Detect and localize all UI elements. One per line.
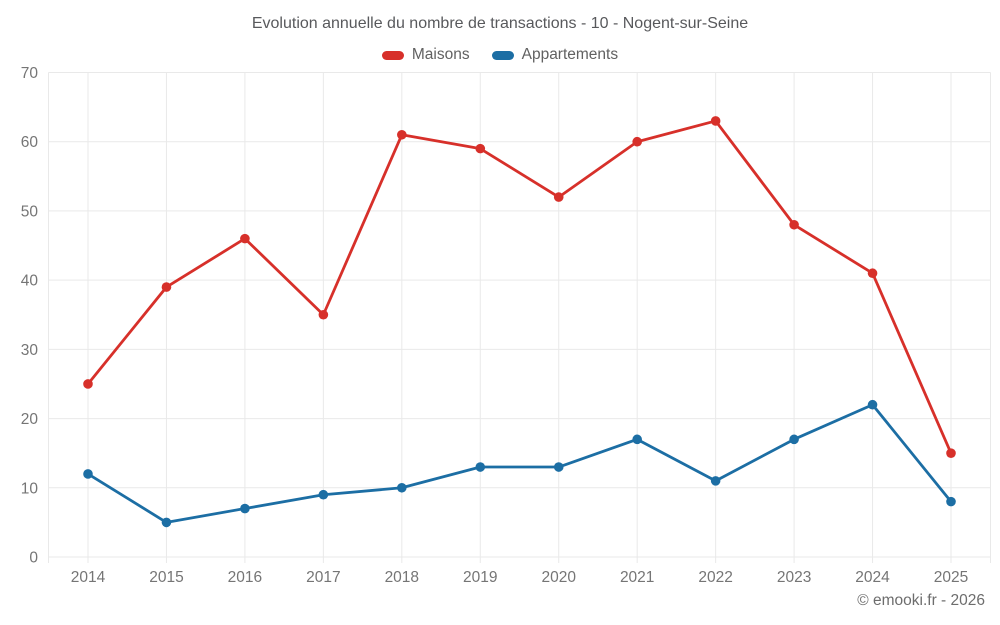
chart-legend: Maisons Appartements: [0, 46, 1000, 64]
maisons-series-marker-icon: [381, 50, 404, 60]
y-axis-tick-label: 10: [21, 480, 39, 497]
x-axis-tick-label: 2023: [777, 569, 811, 586]
x-axis-tick-label: 2017: [306, 569, 340, 586]
legend-item-appartements[interactable]: Appartements: [491, 46, 619, 64]
x-axis-tick-label: 2024: [855, 569, 890, 586]
y-axis-tick-label: 20: [21, 411, 39, 428]
x-axis-tick-label: 2019: [463, 569, 497, 586]
x-axis-tick-label: 2018: [385, 569, 419, 586]
y-axis-tick-label: 50: [21, 203, 39, 220]
legend-label-appartements: Appartements: [521, 46, 619, 63]
x-axis-tick-label: 2015: [149, 569, 183, 586]
x-axis-tick-label: 2021: [620, 569, 654, 586]
y-axis-tick-label: 60: [21, 134, 39, 151]
y-axis-tick-label: 70: [21, 65, 39, 82]
legend-item-maisons[interactable]: Maisons: [381, 46, 470, 64]
copyright-watermark: © emooki.fr - 2026: [857, 592, 985, 609]
x-axis-tick-label: 2014: [71, 569, 106, 586]
appartements-series-marker-icon: [491, 50, 514, 60]
y-axis-tick-label: 0: [29, 550, 38, 567]
y-axis-tick-label: 40: [21, 273, 39, 290]
x-axis-tick-label: 2025: [934, 569, 968, 586]
x-axis-tick-label: 2022: [698, 569, 732, 586]
chart-title: Evolution annuelle du nombre de transact…: [251, 15, 749, 32]
x-axis-tick-label: 2020: [541, 569, 576, 586]
legend-label-maisons: Maisons: [411, 46, 470, 63]
y-axis-tick-label: 30: [21, 342, 39, 359]
x-axis-tick-label: 2016: [228, 569, 262, 586]
